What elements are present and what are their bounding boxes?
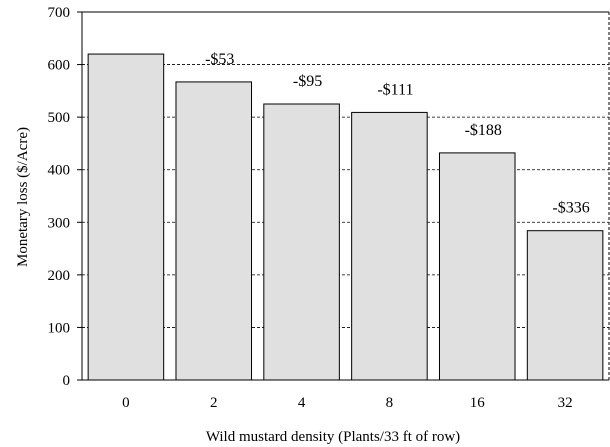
y-tick-label: 600	[48, 58, 71, 74]
data-label: -$111	[377, 81, 413, 98]
x-tick-labels: 0 2 4 8 16 32	[122, 395, 572, 411]
y-axis-label: Monetary loss ($/Acre)	[15, 127, 31, 267]
y-tick-label: 0	[63, 373, 71, 389]
x-tick-label: 2	[210, 395, 218, 411]
y-tick-label: 300	[48, 215, 71, 231]
y-tick-label: 700	[48, 5, 71, 21]
x-axis-label: Wild mustard density (Plants/33 ft of ro…	[206, 429, 460, 445]
y-tick-labels: 0 100 200 300 400 500 600 700	[48, 5, 71, 389]
bar	[351, 111, 428, 381]
y-tick-label: 200	[48, 268, 71, 284]
data-label: -$53	[205, 51, 234, 68]
x-tick-label: 8	[386, 395, 394, 411]
x-tick-label: 16	[470, 395, 486, 411]
bar	[526, 230, 604, 381]
data-label: -$188	[465, 122, 502, 139]
y-tick-label: 500	[48, 110, 71, 126]
data-label: -$336	[552, 200, 589, 217]
bar	[438, 152, 516, 381]
axes	[77, 11, 610, 381]
x-tick-label: 4	[298, 395, 306, 411]
x-tick-label: 0	[122, 395, 130, 411]
data-labels: -$53 -$95 -$111 -$188 -$336	[205, 51, 590, 217]
y-tick-label: 100	[48, 320, 71, 336]
y-tick-label: 400	[48, 163, 71, 179]
bar	[263, 103, 340, 381]
bar	[87, 53, 165, 381]
data-label: -$95	[293, 73, 322, 90]
bar	[175, 81, 253, 381]
x-tick-label: 32	[558, 395, 573, 411]
gridlines	[82, 64, 609, 328]
bars	[87, 53, 604, 381]
